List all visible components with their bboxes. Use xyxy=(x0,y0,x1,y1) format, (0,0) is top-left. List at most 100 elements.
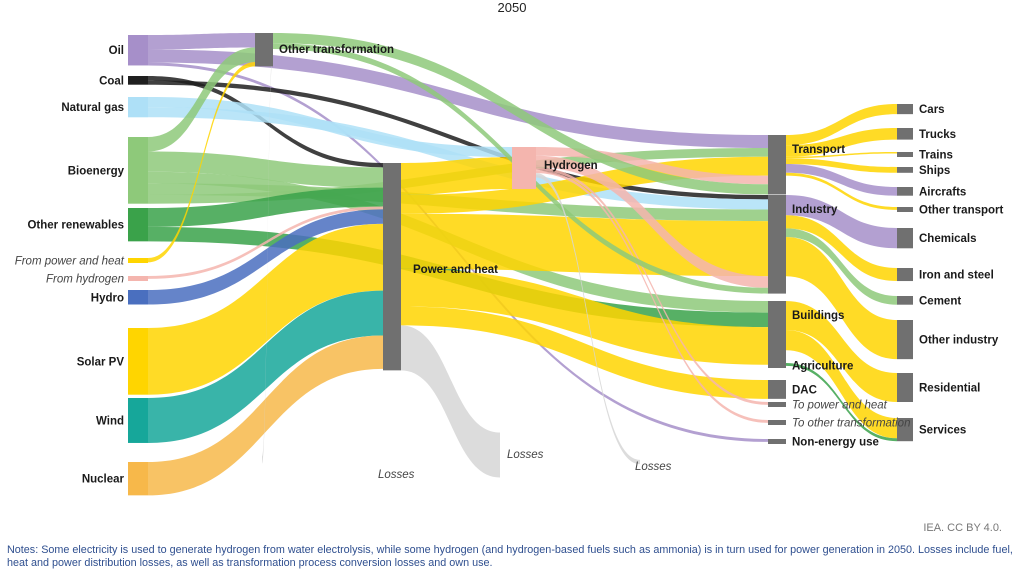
label-ot: Other transformation xyxy=(279,44,394,56)
label-tph: To power and heat xyxy=(792,400,888,412)
losses-label-2: Losses xyxy=(635,461,672,473)
label-fph: From power and heat xyxy=(15,256,125,268)
link-fph-ot xyxy=(148,62,255,263)
link-ot-losses xyxy=(262,48,273,464)
label-agri: Agriculture xyxy=(792,361,853,373)
losses-label-1: Losses xyxy=(507,449,544,461)
link-hydro-ph xyxy=(148,209,383,305)
node-chem xyxy=(897,228,913,249)
label-tot: To other transformation xyxy=(792,418,910,430)
label-ph: Power and heat xyxy=(413,264,498,276)
link-ot-transport xyxy=(273,33,768,195)
label-neu: Non-energy use xyxy=(792,437,879,449)
label-nuclear: Nuclear xyxy=(82,474,125,486)
node-trucks xyxy=(897,128,913,140)
node-fph xyxy=(128,258,148,263)
label-oind: Other industry xyxy=(919,335,999,347)
losses-layer xyxy=(262,48,640,478)
node-bio xyxy=(128,137,148,204)
node-industry xyxy=(768,195,786,294)
label-transport: Transport xyxy=(792,144,845,156)
link-gas-industry xyxy=(148,107,768,210)
label-hydro: Hydro xyxy=(91,292,124,304)
link-oil-transport xyxy=(148,49,768,149)
node-buildings xyxy=(768,301,786,365)
link-buildings-services xyxy=(786,330,897,439)
node-resid xyxy=(897,373,913,402)
label-gas: Natural gas xyxy=(61,102,124,114)
node-iron xyxy=(897,268,913,282)
link-h2-losses xyxy=(536,173,640,465)
label-oren: Other renewables xyxy=(27,220,124,232)
link-nuclear-ph xyxy=(148,335,383,496)
node-cars xyxy=(897,104,913,115)
label-solar: Solar PV xyxy=(77,356,125,368)
link-ph-dac xyxy=(401,306,768,399)
node-solar xyxy=(128,328,148,395)
node-hydro xyxy=(128,290,148,305)
node-oil xyxy=(128,35,148,66)
link-bio-ot xyxy=(148,47,255,152)
node-fh xyxy=(128,276,148,281)
node-nuclear xyxy=(128,462,148,496)
link-h2-tot xyxy=(536,170,768,423)
label-trucks: Trucks xyxy=(919,129,956,141)
node-gas xyxy=(128,97,148,118)
link-solar-ph xyxy=(148,223,383,395)
node-otrans xyxy=(897,207,913,212)
label-industry: Industry xyxy=(792,204,838,216)
link-ph-losses xyxy=(401,325,500,478)
link-coal-industry xyxy=(148,80,768,200)
node-services xyxy=(897,418,913,442)
label-ships: Ships xyxy=(919,165,950,177)
link-industry-cement xyxy=(786,228,897,305)
label-fh: From hydrogen xyxy=(46,274,124,286)
link-transport-ships xyxy=(786,158,897,173)
node-oind xyxy=(897,320,913,360)
label-bio: Bioenergy xyxy=(68,165,125,177)
link-buildings-resid xyxy=(786,301,897,402)
link-ph-h2 xyxy=(401,157,512,195)
label-coal: Coal xyxy=(99,75,124,87)
link-bio-ph xyxy=(148,151,383,188)
node-agri xyxy=(768,363,786,368)
node-h2 xyxy=(512,147,536,190)
losses-label-0: Losses xyxy=(378,469,415,481)
node-dac xyxy=(768,380,786,399)
link-oil-ot xyxy=(148,33,255,50)
link-transport-trucks xyxy=(786,128,897,157)
link-industry-oind xyxy=(786,237,897,360)
label-resid: Residential xyxy=(919,383,980,395)
label-otrans: Other transport xyxy=(919,205,1004,217)
label-iron: Iron and steel xyxy=(919,270,994,282)
link-wind-ph xyxy=(148,290,383,443)
link-h2-tph xyxy=(536,167,768,405)
chart-notes: Notes: Some electricity is used to gener… xyxy=(7,544,1013,569)
node-ships xyxy=(897,167,913,173)
node-trains xyxy=(897,152,913,157)
node-oren xyxy=(128,208,148,242)
node-cement xyxy=(897,296,913,305)
label-trains: Trains xyxy=(919,150,953,162)
link-industry-iron xyxy=(786,215,897,282)
node-aircrafts xyxy=(897,187,913,196)
link-transport-trains xyxy=(786,152,897,159)
node-coal xyxy=(128,76,148,85)
label-services: Services xyxy=(919,425,966,437)
nodes-layer xyxy=(128,33,913,496)
label-aircrafts: Aircrafts xyxy=(919,186,966,198)
attribution: IEA. CC BY 4.0. xyxy=(923,522,1002,534)
link-transport-aircrafts xyxy=(786,164,897,196)
node-wind xyxy=(128,398,148,443)
label-cars: Cars xyxy=(919,104,945,116)
link-oren-ph xyxy=(148,187,383,227)
label-buildings: Buildings xyxy=(792,310,844,322)
link-industry-chem xyxy=(786,195,897,249)
node-tot xyxy=(768,420,786,425)
link-fh-ph xyxy=(148,206,383,279)
link-ph-industry xyxy=(401,213,768,277)
link-transport-otrans xyxy=(786,172,897,210)
label-wind: Wind xyxy=(96,415,124,427)
node-tph xyxy=(768,402,786,407)
